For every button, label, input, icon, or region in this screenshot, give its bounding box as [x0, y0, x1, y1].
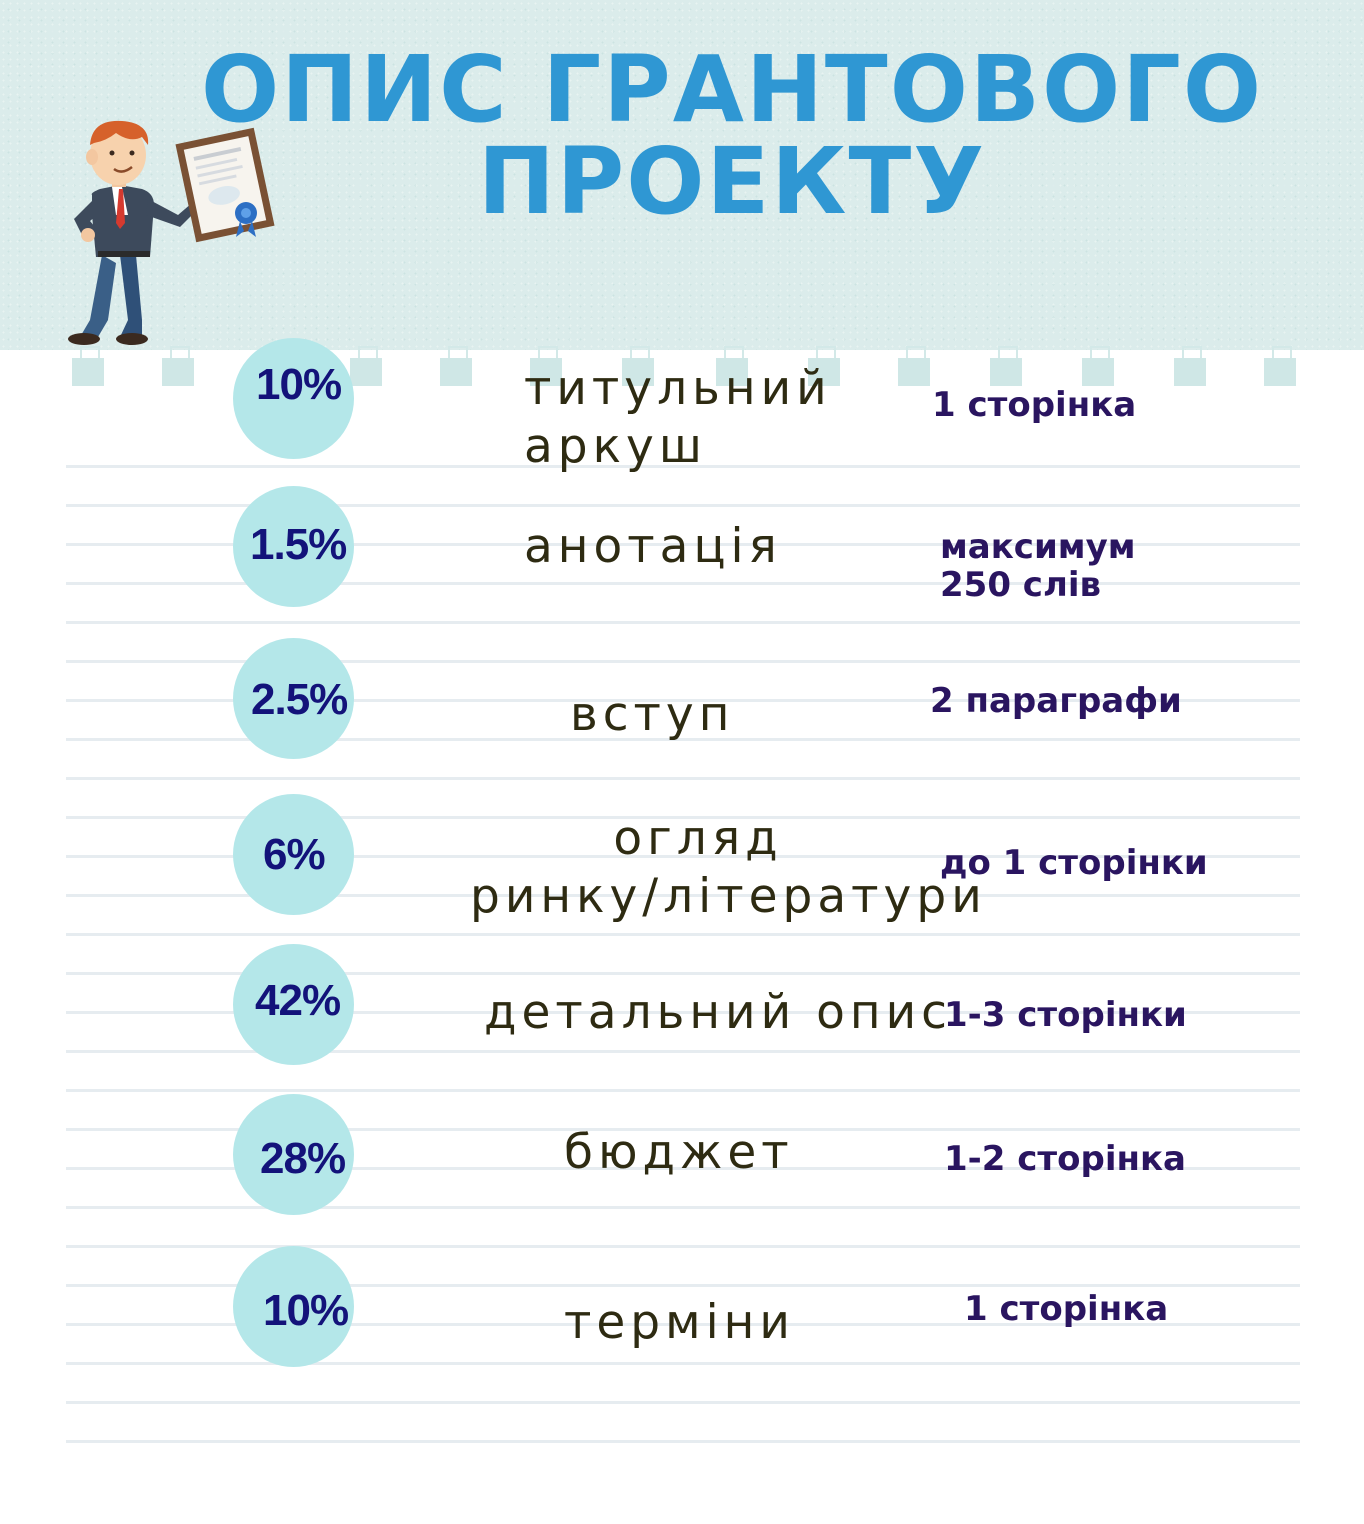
percent-value: 10%	[256, 360, 342, 409]
section-label: вступ	[570, 687, 735, 742]
percent-value: 1.5%	[250, 520, 347, 569]
ring-icon	[1264, 346, 1296, 386]
percent-value: 2.5%	[251, 675, 348, 724]
section-note: 1-2 сторінка	[944, 1139, 1186, 1179]
ring-icon	[440, 346, 472, 386]
list-item: 2.5% вступ 2 параграфи	[0, 638, 1364, 760]
percent-circle	[233, 1094, 354, 1215]
businessman-with-certificate-icon	[68, 120, 275, 345]
list-item: 10% титульний аркуш 1 сторінка	[0, 338, 1364, 474]
list-item: 1.5% анотація максимум 250 слів	[0, 486, 1364, 608]
ring-icon	[1082, 346, 1114, 386]
section-label: детальний опис	[484, 985, 952, 1040]
ring-icon	[716, 346, 748, 386]
section-note: 1 сторінка	[964, 1289, 1169, 1329]
section-label: анотація	[524, 519, 782, 574]
list-item: 42% детальний опис 1-3 сторінки	[0, 944, 1364, 1066]
section-note: 1 сторінка	[932, 385, 1137, 425]
section-note: 2 параграфи	[930, 681, 1182, 721]
percent-value: 10%	[263, 1286, 349, 1335]
section-note: 1-3 сторінки	[944, 995, 1187, 1035]
section-label: бюджет	[564, 1125, 794, 1180]
notebook-rings	[0, 346, 1364, 396]
section-note: максимум 250 слів	[940, 527, 1136, 605]
percent-circle	[233, 1246, 354, 1367]
ring-icon	[530, 346, 562, 386]
ring-icon	[622, 346, 654, 386]
ring-icon	[350, 346, 382, 386]
ring-icon	[898, 346, 930, 386]
list-item: 6% огляд ринку/літератури до 1 сторінки	[0, 794, 1364, 924]
ring-icon	[72, 346, 104, 386]
section-note: до 1 сторінки	[940, 843, 1208, 883]
list-item: 10% терміни 1 сторінка	[0, 1246, 1364, 1368]
percent-value: 42%	[255, 976, 341, 1025]
percent-circle	[233, 338, 354, 459]
percent-circle	[233, 486, 354, 607]
section-label: огляд ринку/літератури	[470, 811, 987, 924]
section-label: титульний аркуш	[524, 361, 832, 474]
ring-icon	[162, 346, 194, 386]
percent-value: 28%	[260, 1134, 346, 1183]
section-label: терміни	[564, 1295, 795, 1350]
ring-icon	[1174, 346, 1206, 386]
percent-circle	[233, 944, 354, 1065]
ring-icon	[990, 346, 1022, 386]
percent-circle	[233, 638, 354, 759]
list-item: 28% бюджет 1-2 сторінка	[0, 1094, 1364, 1216]
header-background	[0, 0, 1364, 350]
page-title-line-2: ПРОЕКТУ	[477, 128, 987, 235]
page-title-line-1: ОПИС ГРАНТОВОГО	[200, 36, 1264, 143]
ring-icon	[808, 346, 840, 386]
percent-circle	[233, 794, 354, 915]
percent-value: 6%	[263, 830, 326, 879]
